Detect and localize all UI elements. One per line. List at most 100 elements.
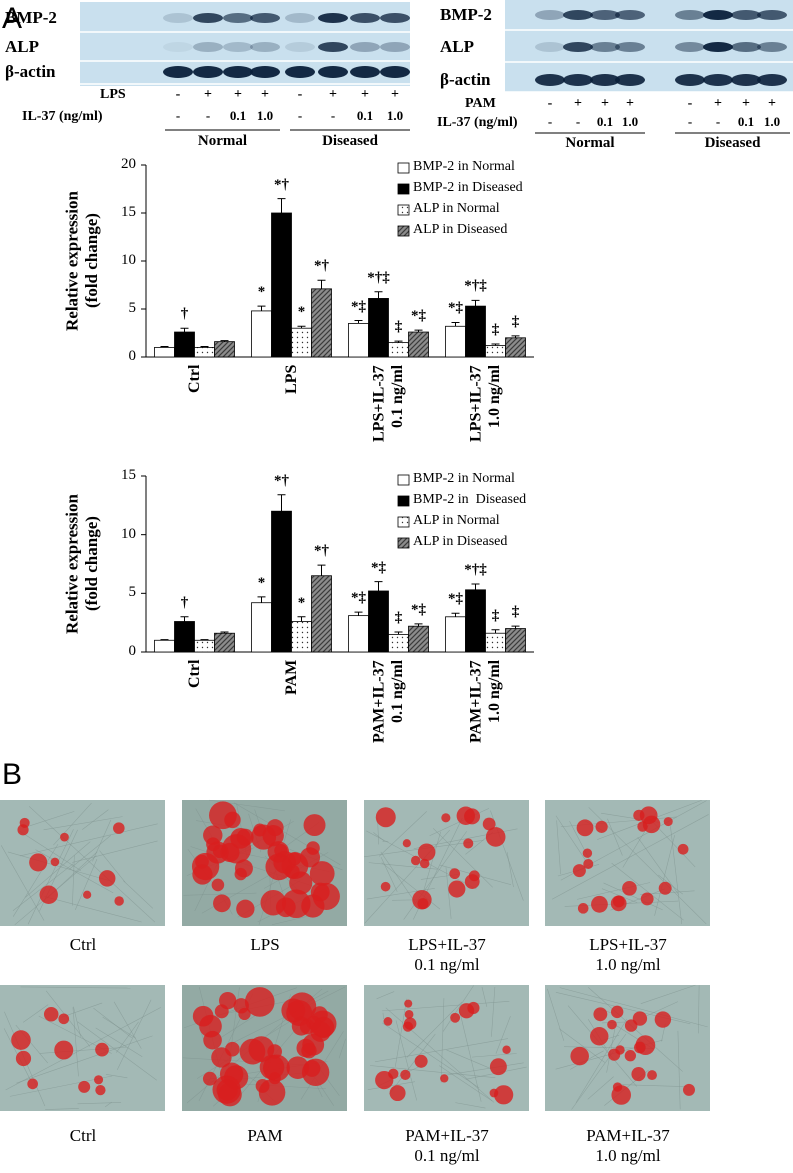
stain-blob (654, 1011, 672, 1028)
cell-fiber (395, 1020, 418, 1101)
bar (388, 342, 409, 358)
stain-blob (402, 839, 411, 848)
stain-blob (441, 813, 451, 823)
treatment-value: - (547, 96, 553, 111)
blot-band (285, 13, 315, 23)
dose-label: IL-37 (ng/ml) (437, 115, 518, 130)
error-bar (160, 345, 169, 348)
significance-mark: *† (274, 472, 289, 489)
stain-blob (417, 898, 429, 910)
treatment-value: + (261, 87, 269, 102)
bar (291, 621, 312, 653)
x-tick-label: Ctrl (185, 660, 203, 689)
bar (311, 288, 332, 358)
error-bar (414, 329, 423, 333)
significance-mark: * (257, 284, 266, 301)
blot-band (318, 42, 348, 52)
stain-blob (375, 807, 396, 828)
bar (194, 639, 215, 653)
cell-fiber (99, 850, 126, 883)
treatment-value: + (601, 96, 609, 111)
cell-fiber (44, 896, 142, 923)
error-bar (354, 320, 363, 324)
blot-band (535, 74, 565, 86)
treatment-value: + (234, 87, 242, 102)
cell-fiber (558, 1028, 606, 1063)
panel-label: B (2, 758, 23, 791)
stain-blob (677, 843, 689, 855)
cell-fiber (220, 986, 346, 1050)
dose-value: - (205, 108, 211, 123)
blot-band (703, 10, 733, 20)
blot-band (590, 10, 620, 20)
treatment-value: - (297, 87, 303, 102)
stain-blob (202, 1071, 217, 1086)
treatment-value: + (329, 87, 337, 102)
significance-mark: ‡ (511, 604, 520, 621)
blot-band (535, 42, 565, 52)
stain-blob (213, 894, 231, 913)
blot-row-label: β-actin (440, 70, 491, 89)
cell-fiber (389, 1033, 436, 1095)
stain-blob (255, 1078, 270, 1093)
stain-blob (274, 844, 288, 858)
cell-fiber (556, 820, 561, 875)
stain-blob (610, 1005, 624, 1019)
dose-value: - (547, 114, 553, 129)
stain-blob (98, 870, 116, 887)
stain-blob (410, 855, 421, 866)
blot-band (350, 66, 380, 78)
treatment-label: LPS (100, 87, 126, 102)
blot-band (193, 42, 223, 52)
significance-mark: * (257, 574, 266, 591)
stain-blob (633, 809, 645, 821)
stain-blob (27, 1078, 38, 1090)
cell-fiber (559, 987, 708, 1028)
cell-fiber (95, 1027, 143, 1058)
cell-fiber (28, 806, 156, 923)
cell-fiber (380, 851, 416, 904)
cell-fiber (53, 802, 92, 846)
significance-mark: *†‡ (464, 561, 487, 578)
legend-label: ALP in Diseased (413, 222, 508, 237)
significance-mark: *‡ (351, 298, 366, 315)
stain-blob (199, 1014, 222, 1038)
bar (408, 331, 429, 358)
error-bar (394, 340, 403, 343)
stain-blob (309, 861, 335, 886)
bar (485, 632, 506, 653)
image-label: PAM+IL-37 1.0 ng/ml (586, 1126, 670, 1165)
stain-blob (225, 1041, 240, 1057)
bar (485, 345, 506, 358)
dose-value: 0.1 (229, 108, 247, 123)
blot-band (731, 42, 761, 52)
cell-fiber (443, 1062, 524, 1076)
significance-mark: *‡ (448, 300, 463, 317)
cell-fiber (458, 1009, 482, 1102)
stain-blob (450, 1012, 461, 1023)
error-bar (180, 327, 189, 333)
group-label: Normal (197, 133, 248, 149)
blot-row-label: ALP (440, 37, 474, 56)
stain-blob (192, 864, 213, 885)
stain-blob (234, 867, 247, 881)
cell-fiber (25, 841, 91, 898)
blot-band (563, 42, 593, 52)
error-bar (220, 340, 229, 342)
cell-fiber (366, 888, 435, 900)
cell-fiber (364, 829, 450, 924)
cell-fiber (7, 851, 113, 882)
blot-band (223, 13, 253, 23)
error-bar (414, 623, 423, 627)
bar (214, 341, 235, 358)
cell-fiber (366, 830, 477, 890)
significance-mark: *† (274, 176, 289, 193)
cell-fiber (72, 1007, 79, 1077)
y-axis-label: Relative expression (fold change) (62, 494, 101, 634)
cell-fiber (575, 1018, 628, 1103)
stain-blob (78, 1080, 91, 1093)
group-label: Diseased (322, 133, 378, 149)
stain-blob (94, 1075, 104, 1085)
blot-row-label: ALP (5, 37, 39, 56)
